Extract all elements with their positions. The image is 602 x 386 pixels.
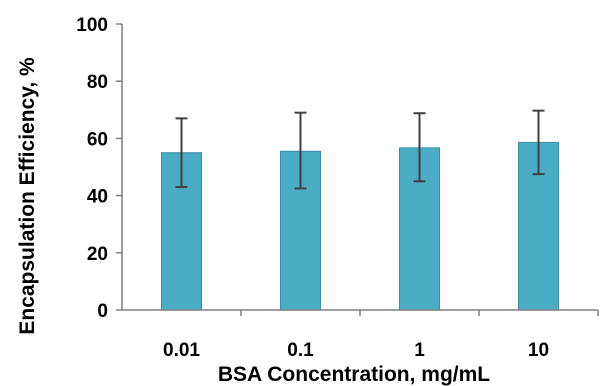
y-tick-label: 20 bbox=[87, 244, 108, 265]
y-tick-label: 80 bbox=[87, 72, 108, 93]
x-tick-label: 0.1 bbox=[287, 340, 314, 361]
y-tick-label: 0 bbox=[97, 301, 108, 322]
x-axis-title: BSA Concentration, mg/mL bbox=[218, 363, 490, 386]
bars bbox=[161, 141, 559, 311]
y-axis-title: Encapsulation Efficiency, % bbox=[16, 57, 39, 335]
x-axis-ticks: 0.01 0.1 1 10 bbox=[163, 310, 599, 361]
error-bars bbox=[175, 109, 545, 190]
error-bar bbox=[532, 109, 545, 176]
y-tick-label: 40 bbox=[87, 187, 108, 208]
y-tick-label: 60 bbox=[87, 129, 108, 150]
y-tick-label: 100 bbox=[76, 15, 108, 36]
x-tick-label: 1 bbox=[414, 340, 425, 361]
error-bar bbox=[294, 111, 307, 190]
y-axis-ticks: 0 20 40 60 80 100 bbox=[76, 15, 122, 322]
x-tick-label: 0.01 bbox=[163, 340, 200, 361]
error-bar bbox=[175, 117, 188, 189]
error-bar bbox=[413, 112, 426, 183]
x-tick-label: 10 bbox=[528, 340, 549, 361]
